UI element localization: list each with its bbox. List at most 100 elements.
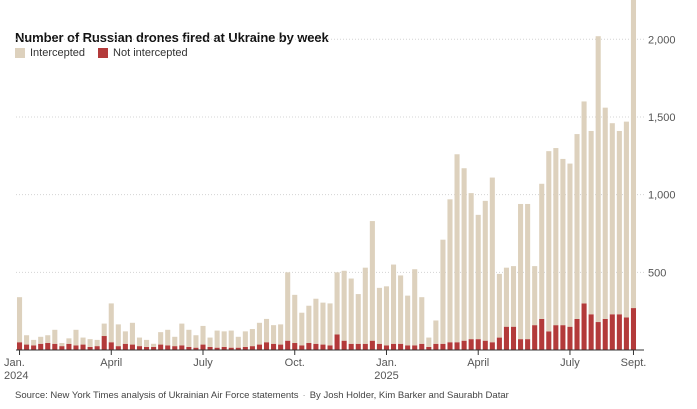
bar-intercepted bbox=[348, 278, 354, 344]
bar-not-intercepted bbox=[158, 344, 164, 350]
bar-not-intercepted bbox=[16, 342, 23, 350]
bar-not-intercepted bbox=[482, 340, 488, 350]
bar-intercepted bbox=[553, 148, 559, 326]
bar-not-intercepted bbox=[73, 345, 79, 350]
bar-not-intercepted bbox=[172, 346, 178, 350]
bar-intercepted bbox=[200, 325, 206, 345]
bar-not-intercepted bbox=[440, 343, 446, 350]
x-tick-label: July bbox=[560, 357, 580, 369]
bar-not-intercepted bbox=[567, 326, 573, 350]
x-tick-label: April bbox=[100, 357, 122, 369]
bar-not-intercepted bbox=[320, 344, 326, 350]
bar-intercepted bbox=[391, 264, 397, 344]
bar-not-intercepted bbox=[38, 343, 44, 350]
bar-intercepted bbox=[313, 298, 319, 344]
bar-intercepted bbox=[461, 168, 467, 341]
bar-not-intercepted bbox=[292, 343, 298, 350]
bar-intercepted bbox=[249, 329, 255, 347]
bar-intercepted bbox=[235, 336, 241, 348]
bar-intercepted bbox=[334, 272, 340, 335]
bar-not-intercepted bbox=[165, 345, 171, 350]
x-tick-label: Jan. bbox=[4, 357, 25, 369]
bar-intercepted bbox=[518, 203, 524, 340]
bar-not-intercepted bbox=[299, 345, 305, 350]
bar-intercepted bbox=[31, 339, 37, 346]
bar-intercepted bbox=[609, 123, 615, 315]
bar-intercepted bbox=[144, 339, 150, 347]
bar-not-intercepted bbox=[221, 346, 227, 350]
bar-intercepted bbox=[299, 312, 305, 346]
bar-not-intercepted bbox=[369, 340, 375, 350]
bar-intercepted bbox=[539, 183, 545, 319]
bar-not-intercepted bbox=[468, 339, 474, 350]
bar-not-intercepted bbox=[376, 343, 382, 350]
bar-intercepted bbox=[574, 134, 580, 319]
bar-not-intercepted bbox=[94, 346, 100, 350]
bar-not-intercepted bbox=[595, 322, 601, 350]
bar-not-intercepted bbox=[503, 326, 509, 350]
bar-not-intercepted bbox=[214, 347, 220, 350]
bar-not-intercepted bbox=[285, 340, 291, 350]
bar-intercepted bbox=[207, 337, 213, 347]
bar-intercepted bbox=[341, 270, 347, 341]
byline: By Josh Holder, Kim Barker and Saurabh D… bbox=[309, 390, 509, 401]
bar-intercepted bbox=[94, 339, 100, 347]
bar-intercepted bbox=[278, 324, 284, 345]
bar-not-intercepted bbox=[235, 347, 241, 350]
bar-intercepted bbox=[376, 287, 382, 344]
bar-intercepted bbox=[38, 336, 44, 344]
bar-intercepted bbox=[426, 337, 432, 347]
bar-not-intercepted bbox=[383, 345, 390, 350]
bar-intercepted bbox=[186, 329, 192, 347]
bar-not-intercepted bbox=[518, 339, 524, 350]
bar-not-intercepted bbox=[574, 318, 580, 350]
bar-intercepted bbox=[73, 329, 79, 346]
x-tick-year-label: 2024 bbox=[4, 370, 28, 382]
bar-intercepted bbox=[630, 0, 637, 309]
x-tick-label: Jan. bbox=[376, 357, 397, 369]
bar-not-intercepted bbox=[461, 340, 467, 350]
bar-intercepted bbox=[510, 266, 517, 327]
bar-intercepted bbox=[320, 302, 326, 345]
bar-intercepted bbox=[412, 269, 418, 346]
bar-intercepted bbox=[214, 330, 220, 348]
bar-intercepted bbox=[122, 331, 128, 344]
bar-intercepted bbox=[447, 199, 453, 343]
bar-intercepted bbox=[179, 323, 185, 346]
bar-not-intercepted bbox=[129, 344, 135, 350]
bar-not-intercepted bbox=[426, 346, 432, 350]
x-tick-label: July bbox=[193, 357, 213, 369]
bar-intercepted bbox=[433, 320, 439, 344]
bar-not-intercepted bbox=[108, 342, 114, 350]
bar-intercepted bbox=[136, 337, 143, 347]
bar-not-intercepted bbox=[179, 345, 185, 350]
bar-not-intercepted bbox=[475, 339, 481, 350]
legend-item-intercepted: Intercepted bbox=[15, 47, 85, 59]
bar-intercepted bbox=[271, 325, 277, 344]
bar-intercepted bbox=[24, 335, 30, 345]
bar-intercepted bbox=[129, 322, 135, 345]
bar-intercepted bbox=[16, 297, 23, 343]
bar-not-intercepted bbox=[412, 345, 418, 350]
bar-intercepted bbox=[546, 151, 552, 332]
bar-not-intercepted bbox=[398, 343, 404, 350]
bar-intercepted bbox=[52, 329, 58, 344]
bar-not-intercepted bbox=[405, 345, 411, 350]
bar-intercepted bbox=[623, 121, 629, 318]
bar-not-intercepted bbox=[122, 343, 128, 350]
y-tick-label: 1,000 bbox=[648, 190, 676, 202]
bar-not-intercepted bbox=[256, 344, 262, 350]
bar-not-intercepted bbox=[630, 308, 637, 350]
bar-intercepted bbox=[525, 203, 531, 340]
bar-intercepted bbox=[101, 323, 107, 337]
bar-intercepted bbox=[602, 107, 608, 319]
bar-intercepted bbox=[496, 273, 502, 338]
bar-not-intercepted bbox=[200, 344, 206, 350]
bar-not-intercepted bbox=[327, 345, 333, 350]
source-note: Source: New York Times analysis of Ukrai… bbox=[15, 390, 509, 401]
bar-not-intercepted bbox=[24, 344, 30, 350]
bar-intercepted bbox=[419, 297, 425, 344]
bar-intercepted bbox=[193, 335, 199, 348]
